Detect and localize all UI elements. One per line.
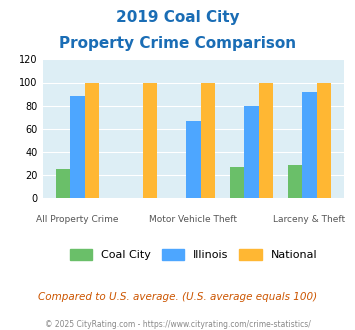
Bar	[56, 169, 70, 198]
Bar	[143, 82, 157, 198]
Bar	[288, 164, 302, 198]
Bar	[244, 106, 259, 198]
Bar	[230, 167, 244, 198]
Bar	[201, 82, 215, 198]
Legend: Coal City, Illinois, National: Coal City, Illinois, National	[65, 244, 322, 265]
Bar	[259, 82, 273, 198]
Text: Compared to U.S. average. (U.S. average equals 100): Compared to U.S. average. (U.S. average …	[38, 292, 317, 302]
Bar	[186, 121, 201, 198]
Text: © 2025 CityRating.com - https://www.cityrating.com/crime-statistics/: © 2025 CityRating.com - https://www.city…	[45, 320, 310, 329]
Bar	[85, 82, 99, 198]
Bar	[317, 82, 331, 198]
Bar	[70, 96, 85, 198]
Text: Property Crime Comparison: Property Crime Comparison	[59, 36, 296, 51]
Text: 2019 Coal City: 2019 Coal City	[116, 10, 239, 25]
Bar	[302, 92, 317, 198]
